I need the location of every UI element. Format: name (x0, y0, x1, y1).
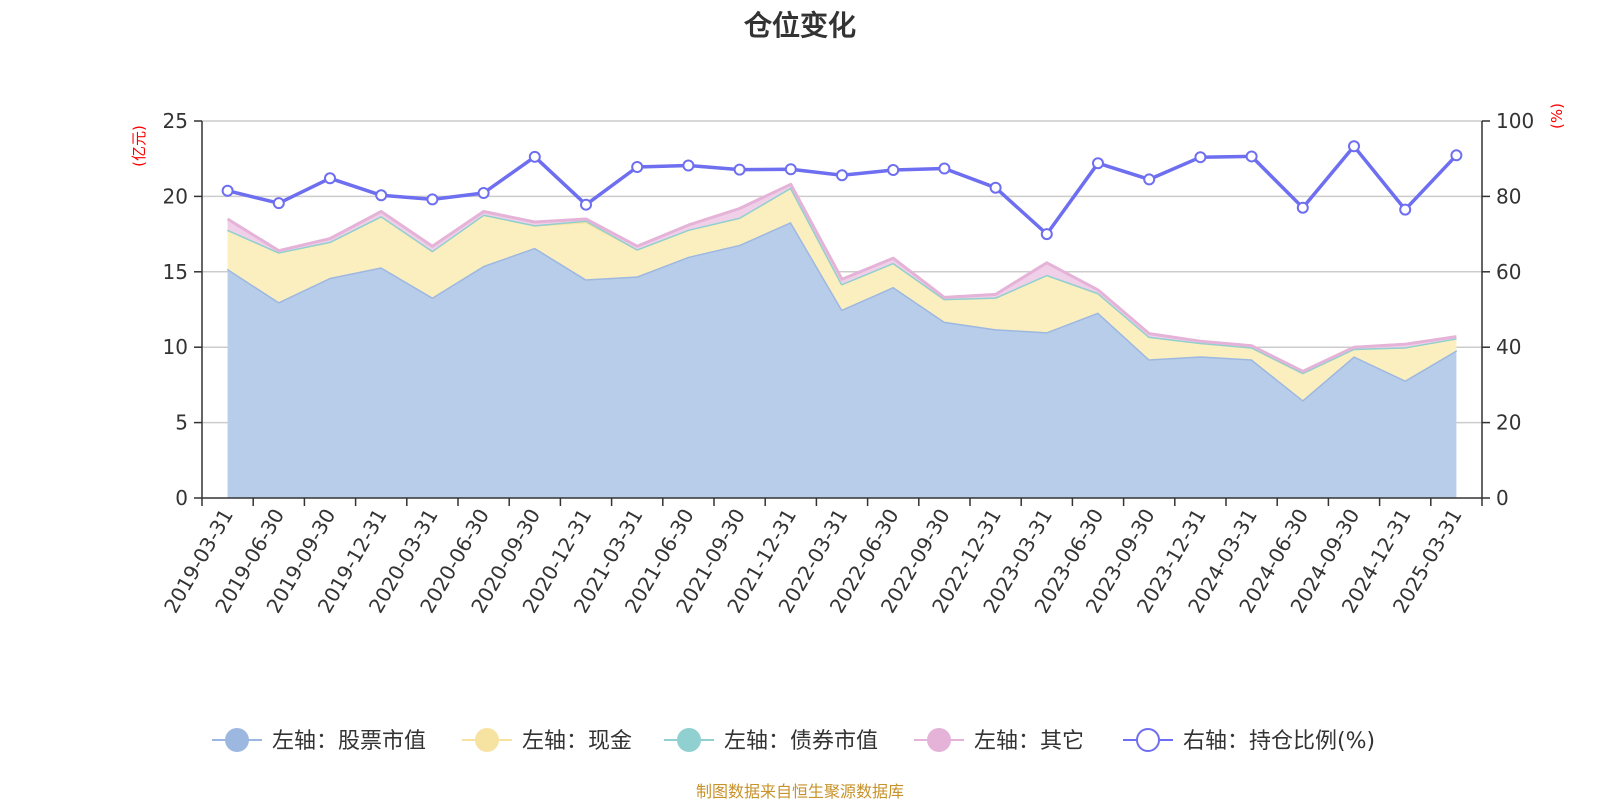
ratio-point[interactable] (1092, 157, 1104, 170)
ratio-point[interactable] (1399, 203, 1412, 216)
ratio-point[interactable] (784, 163, 797, 176)
legend-label: 左轴：其它 (974, 729, 1084, 754)
ratio-point[interactable] (1348, 140, 1360, 153)
right-y-tick-label: 40 (1496, 335, 1521, 359)
left-axis-unit: (亿元) (130, 125, 148, 167)
left-y-tick-label: 5 (175, 411, 188, 435)
ratio-point[interactable] (477, 187, 490, 200)
ratio-point[interactable] (887, 164, 900, 177)
ratio-point[interactable] (836, 169, 848, 182)
ratio-point[interactable] (1143, 173, 1156, 186)
legend-item-left-cash[interactable]: 左轴：现金 (462, 728, 632, 754)
legend-label: 左轴：股票市值 (272, 729, 426, 754)
right-y-tick-label: 60 (1496, 260, 1521, 284)
left-y-tick-label: 20 (163, 184, 188, 208)
chart-title: 仓位变化 (743, 9, 856, 42)
left-y-tick-label: 10 (163, 335, 188, 359)
legend-label: 左轴：现金 (522, 729, 632, 754)
ratio-point[interactable] (221, 184, 234, 197)
stacked-areas (226, 182, 1458, 498)
legend-marker-icon (475, 728, 499, 752)
legend-item-left-other[interactable]: 左轴：其它 (914, 728, 1084, 754)
ratio-point[interactable] (938, 162, 951, 175)
ratio-point[interactable] (682, 159, 695, 172)
legend-item-left-bond[interactable]: 左轴：债券市值 (664, 728, 878, 754)
legend-marker-icon (677, 728, 701, 752)
right-axis-unit: (%) (1548, 103, 1566, 129)
ratio-point[interactable] (989, 181, 1002, 194)
ratio-point[interactable] (272, 197, 285, 210)
area-left-cash (227, 187, 1457, 400)
ratio-point[interactable] (631, 160, 644, 173)
line-left-other (226, 182, 1457, 373)
legend-marker-icon (927, 728, 951, 752)
ratio-point[interactable] (1245, 150, 1258, 163)
legend-marker-icon (225, 728, 249, 752)
ratio-point[interactable] (580, 198, 592, 211)
ratio-point[interactable] (733, 163, 746, 176)
area-left-stock (227, 222, 1457, 498)
ratio-point[interactable] (426, 193, 439, 206)
legend-item-left-stock[interactable]: 左轴：股票市值 (212, 728, 426, 754)
ratio-point[interactable] (528, 150, 541, 163)
right-y-tick-label: 0 (1496, 486, 1509, 510)
legend-label: 右轴：持仓比例(%) (1183, 729, 1375, 754)
ratio-point[interactable] (324, 172, 336, 185)
legend-item-right-ratio[interactable]: 右轴：持仓比例(%) (1123, 728, 1375, 754)
left-y-tick-label: 15 (163, 260, 188, 284)
ratio-point[interactable] (1040, 228, 1053, 241)
ratio-point[interactable] (1450, 149, 1463, 162)
ratio-point[interactable] (375, 189, 388, 202)
right-y-tick-label: 100 (1496, 109, 1534, 133)
ratio-point[interactable] (1296, 201, 1309, 214)
right-y-tick-label: 80 (1496, 184, 1521, 208)
ratio-line (227, 144, 1458, 236)
legend[interactable]: 左轴：股票市值 左轴：现金 左轴：债券市值 左轴：其它 右轴：持仓比例(%) (212, 728, 1375, 754)
legend-label: 左轴：债券市值 (724, 729, 878, 754)
legend-marker-icon (1136, 728, 1160, 752)
data-source-note: 制图数据来自恒生聚源数据库 (695, 782, 904, 801)
left-y-tick-label: 0 (175, 486, 188, 510)
ratio-point[interactable] (1194, 151, 1207, 164)
right-y-tick-label: 20 (1496, 411, 1521, 435)
ratio-line-layer (221, 140, 1463, 241)
left-y-tick-label: 25 (163, 109, 188, 133)
